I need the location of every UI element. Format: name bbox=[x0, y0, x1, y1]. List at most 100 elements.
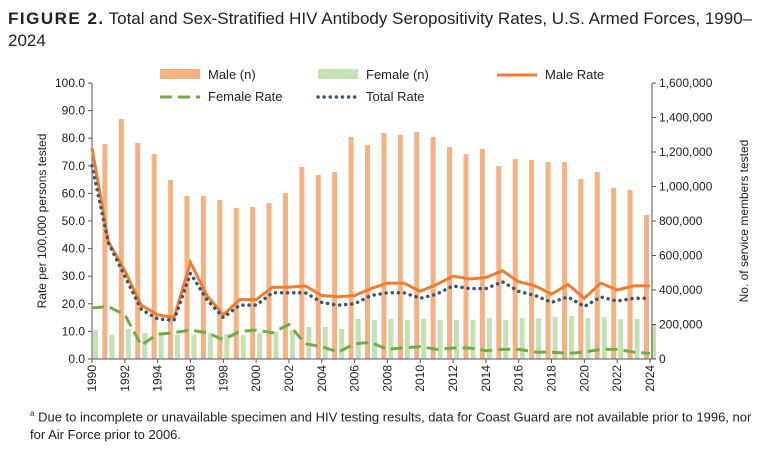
male-count-bar bbox=[414, 131, 420, 359]
male-count-bar bbox=[594, 172, 600, 359]
male-count-bar bbox=[135, 143, 141, 359]
male-count-bar bbox=[578, 179, 584, 359]
legend-label: Female (n) bbox=[366, 67, 429, 82]
y-tick-label: 40.0 bbox=[62, 242, 86, 256]
footnote-marker: a bbox=[30, 409, 35, 418]
x-tick-label: 2004 bbox=[315, 365, 329, 392]
female-count-bar bbox=[191, 335, 197, 359]
legend-label: Male Rate bbox=[545, 67, 604, 82]
female-count-bar bbox=[224, 333, 230, 359]
female-count-bar bbox=[93, 330, 98, 359]
y-tick-label: 30.0 bbox=[62, 269, 86, 283]
male-count-bar bbox=[266, 203, 272, 359]
female-count-bar bbox=[437, 320, 443, 359]
male-rate-line bbox=[90, 147, 650, 320]
male-count-bar bbox=[332, 172, 338, 359]
y2-tick-label: 200,000 bbox=[659, 318, 703, 332]
male-count-bar bbox=[627, 189, 633, 359]
x-tick-label: 1996 bbox=[183, 365, 197, 392]
x-tick-label: 2010 bbox=[413, 365, 427, 392]
y-axis-label: Rate per 100,000 persons tested bbox=[35, 134, 49, 309]
female-count-bar bbox=[454, 320, 460, 359]
y-tick-label: 100.0 bbox=[55, 76, 85, 90]
female-count-bar bbox=[142, 332, 148, 359]
female-count-bar bbox=[240, 335, 246, 359]
y2-axis-label: No. of service members tested bbox=[737, 140, 751, 303]
female-count-bar bbox=[322, 326, 328, 359]
female-count-bar bbox=[388, 318, 394, 359]
y2-tick-label: 1,200,000 bbox=[659, 145, 713, 159]
female-count-bar bbox=[470, 320, 476, 359]
male-count-bar bbox=[381, 133, 387, 359]
female-count-bar bbox=[421, 318, 427, 359]
x-tick-label: 1998 bbox=[216, 365, 230, 392]
female-count-bar bbox=[601, 317, 607, 359]
female-rate-line bbox=[91, 305, 651, 355]
x-tick-label: 2006 bbox=[348, 365, 362, 392]
male-count-bar bbox=[102, 144, 108, 359]
figure-title-text: Total and Sex-Stratified HIV Antibody Se… bbox=[8, 9, 753, 50]
female-count-bar bbox=[404, 320, 410, 359]
x-tick-label: 2022 bbox=[610, 365, 624, 392]
male-count-bar bbox=[397, 134, 403, 359]
legend-swatch bbox=[318, 69, 358, 79]
male-count-bar bbox=[561, 162, 567, 359]
female-count-bar bbox=[552, 317, 558, 359]
y-tick-label: 20.0 bbox=[62, 297, 86, 311]
y-tick-label: 10.0 bbox=[62, 324, 86, 338]
legend-swatch bbox=[160, 69, 200, 79]
male-count-bar bbox=[233, 208, 239, 359]
x-tick-label: 2002 bbox=[282, 365, 296, 392]
figure-title: FIGURE 2. Total and Sex-Stratified HIV An… bbox=[8, 8, 773, 52]
female-count-bar bbox=[339, 328, 345, 359]
male-count-bar bbox=[611, 188, 617, 359]
legend-label: Male (n) bbox=[208, 67, 256, 82]
footnote: a Due to incomplete or unavailable speci… bbox=[30, 405, 770, 444]
male-count-bar bbox=[200, 195, 206, 359]
female-count-bar bbox=[207, 332, 213, 359]
x-tick-label: 2012 bbox=[446, 365, 460, 392]
x-tick-label: 2014 bbox=[479, 365, 493, 392]
x-tick-label: 1990 bbox=[85, 365, 99, 392]
x-tick-label: 2008 bbox=[380, 365, 394, 392]
x-tick-label: 2000 bbox=[249, 365, 263, 392]
female-count-bar bbox=[158, 332, 164, 359]
male-count-bar bbox=[282, 193, 288, 359]
x-tick-label: 1994 bbox=[151, 365, 165, 392]
y-tick-label: 60.0 bbox=[62, 186, 86, 200]
y2-tick-label: 0 bbox=[659, 352, 666, 366]
y2-tick-label: 600,000 bbox=[659, 249, 703, 263]
y-tick-label: 70.0 bbox=[62, 159, 86, 173]
male-count-bar bbox=[479, 149, 485, 359]
male-count-bar bbox=[496, 165, 502, 359]
y2-tick-label: 1,000,000 bbox=[659, 180, 713, 194]
male-count-bar bbox=[151, 154, 157, 359]
y-tick-label: 90.0 bbox=[62, 104, 86, 118]
y2-tick-label: 800,000 bbox=[659, 214, 703, 228]
male-count-bar bbox=[118, 119, 124, 360]
female-count-bar bbox=[257, 332, 263, 359]
male-count-bar bbox=[545, 162, 551, 359]
legend-label: Female Rate bbox=[208, 89, 282, 104]
female-count-bar bbox=[355, 318, 361, 359]
figure-label: FIGURE 2. bbox=[8, 9, 105, 28]
footnote-text: Due to incomplete or unavailable specime… bbox=[30, 409, 752, 443]
male-count-bar bbox=[365, 144, 370, 359]
female-count-bar bbox=[634, 318, 640, 359]
male-count-bar bbox=[447, 146, 453, 359]
male-count-bar bbox=[299, 167, 305, 359]
female-count-bar bbox=[568, 316, 574, 359]
female-count-bar bbox=[273, 331, 279, 359]
legend-label: Total Rate bbox=[366, 89, 425, 104]
female-count-bar bbox=[585, 317, 591, 359]
male-count-bar bbox=[250, 207, 256, 359]
female-count-bar bbox=[175, 335, 181, 359]
x-tick-label: 2016 bbox=[512, 365, 526, 392]
female-count-bar bbox=[519, 317, 525, 359]
male-count-bar bbox=[348, 136, 354, 359]
x-tick-label: 2024 bbox=[643, 365, 657, 392]
female-count-bar bbox=[486, 317, 492, 359]
female-count-bar bbox=[109, 335, 115, 359]
y-tick-label: 50.0 bbox=[62, 214, 86, 228]
